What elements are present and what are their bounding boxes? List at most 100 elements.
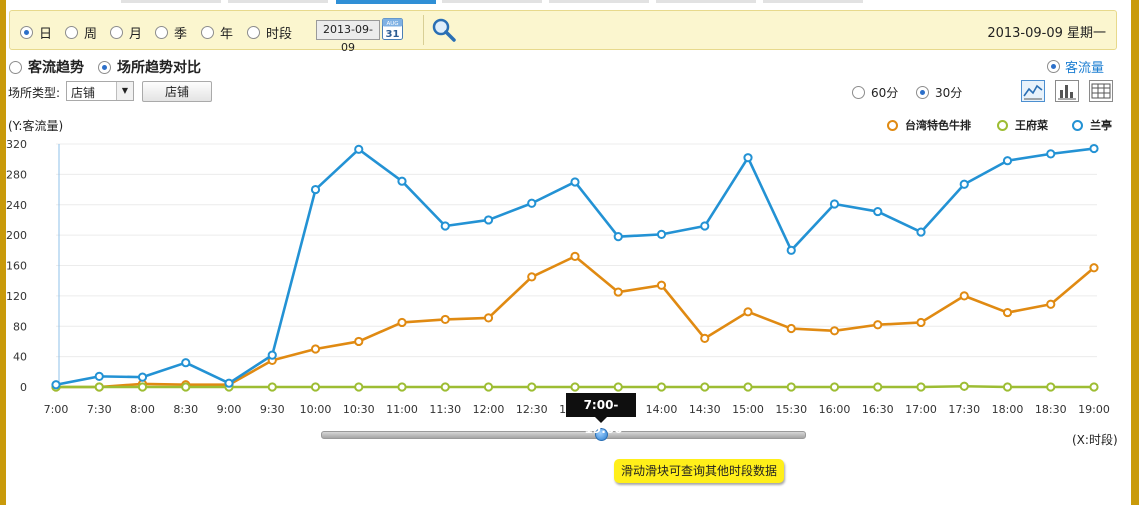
period-option-month[interactable]: 月 (110, 23, 142, 42)
metric-flow[interactable]: 客流量 (1047, 57, 1104, 76)
legend-item[interactable]: 台湾特色牛排 (887, 117, 971, 133)
data-point (656, 382, 667, 392)
x-tick-label: 17:00 (905, 403, 937, 416)
time-range-slider[interactable] (321, 431, 806, 439)
slider-handle[interactable] (595, 428, 608, 441)
calendar-day: 31 (386, 29, 400, 40)
x-axis-label: (X:时段) (1072, 433, 1118, 447)
table-view-button[interactable] (1089, 80, 1113, 102)
radio-icon[interactable] (110, 26, 123, 39)
shop-button[interactable]: 店铺 (142, 81, 212, 102)
data-point (94, 382, 104, 392)
data-point (440, 314, 450, 325)
x-tick-label: 10:30 (343, 403, 375, 416)
x-tick-label: 18:00 (992, 403, 1024, 416)
tab-strip[interactable] (763, 0, 863, 3)
legend-item[interactable]: 王府菜 (997, 117, 1048, 133)
venue-type-select[interactable]: 店铺 ▼ (66, 81, 134, 101)
current-date: 2013-09-09 星期一 (987, 26, 1106, 41)
radio-icon[interactable] (201, 26, 214, 39)
radio-icon[interactable] (1047, 60, 1060, 73)
bar-chart-button[interactable] (1055, 80, 1079, 102)
mode-venue-compare[interactable]: 场所趋势对比 (98, 57, 201, 77)
line-chart-button[interactable] (1021, 80, 1045, 102)
radio-icon[interactable] (852, 86, 865, 99)
y-tick-label: 40 (13, 351, 27, 364)
data-point (613, 232, 623, 242)
date-input[interactable]: 2013-09-09 (316, 20, 380, 54)
data-point (873, 320, 883, 330)
data-point (1089, 263, 1099, 273)
period-option-week[interactable]: 周 (65, 23, 97, 42)
x-tick-label: 15:00 (732, 403, 764, 416)
toolbar-divider (423, 15, 424, 45)
radio-icon[interactable] (916, 86, 929, 99)
x-tick-label: 8:00 (130, 403, 155, 416)
tab-strip[interactable] (442, 0, 542, 3)
data-point (786, 245, 796, 255)
data-point (354, 382, 364, 392)
granularity-60[interactable]: 60分 (852, 84, 898, 101)
radio-icon[interactable] (98, 60, 111, 74)
radio-icon[interactable] (9, 60, 22, 74)
data-point (570, 382, 580, 392)
granularity-30[interactable]: 30分 (916, 84, 962, 101)
radio-icon[interactable] (155, 26, 168, 39)
x-tick-label: 7:00 (44, 403, 69, 416)
data-point (527, 382, 537, 392)
radio-icon[interactable] (247, 26, 260, 39)
y-tick-label: 280 (6, 168, 27, 181)
data-point (483, 382, 494, 392)
data-point (916, 382, 926, 392)
line-chart-icon (1023, 84, 1043, 100)
x-tick-label: 12:30 (516, 403, 548, 416)
table-icon (1091, 83, 1111, 99)
tab-strip[interactable] (656, 0, 756, 3)
y-tick-label: 200 (6, 229, 27, 242)
data-point (440, 382, 450, 392)
x-tick-label: 9:00 (217, 403, 242, 416)
data-point (483, 313, 494, 323)
tab-strip[interactable] (228, 0, 328, 3)
tab-strip-active[interactable] (336, 0, 436, 4)
legend-marker (1072, 119, 1083, 131)
data-point (829, 382, 840, 392)
data-point (224, 378, 234, 388)
legend: 台湾特色牛排 王府菜 兰亭 (6, 117, 1131, 133)
x-tick-label: 7:30 (87, 403, 112, 416)
x-tick-label: 11:30 (429, 403, 461, 416)
data-point (613, 287, 623, 297)
x-tick-label: 8:30 (173, 403, 198, 416)
data-point (397, 317, 407, 328)
calendar-icon[interactable]: AUG 31 (382, 18, 403, 40)
legend-marker (887, 119, 898, 131)
y-tick-label: 120 (6, 290, 27, 303)
x-tick-label: 14:00 (646, 403, 678, 416)
data-point (743, 382, 753, 392)
data-point (656, 280, 667, 290)
chevron-down-icon[interactable]: ▼ (116, 82, 133, 100)
data-point (786, 382, 796, 392)
x-tick-label: 16:00 (819, 403, 851, 416)
tab-strip[interactable] (121, 0, 221, 3)
y-tick-label: 80 (13, 320, 27, 333)
period-option-quarter[interactable]: 季 (155, 23, 187, 42)
y-tick-label: 160 (6, 260, 27, 273)
mode-flow-trend[interactable]: 客流趋势 (9, 57, 84, 77)
data-point (354, 336, 364, 347)
search-icon[interactable] (431, 17, 457, 43)
period-option-year[interactable]: 年 (201, 23, 233, 42)
data-point (570, 251, 580, 261)
data-point (700, 382, 710, 392)
data-point (310, 184, 321, 195)
x-tick-label: 9:30 (260, 403, 285, 416)
data-point (916, 317, 926, 328)
radio-icon[interactable] (20, 26, 33, 39)
tab-strip[interactable] (549, 0, 649, 3)
x-tick-label: 11:00 (386, 403, 418, 416)
data-point (959, 179, 969, 189)
period-option-day[interactable]: 日 (20, 23, 52, 42)
period-option-timeslot[interactable]: 时段 (247, 23, 292, 42)
radio-icon[interactable] (65, 26, 78, 39)
legend-item[interactable]: 兰亭 (1072, 117, 1112, 133)
